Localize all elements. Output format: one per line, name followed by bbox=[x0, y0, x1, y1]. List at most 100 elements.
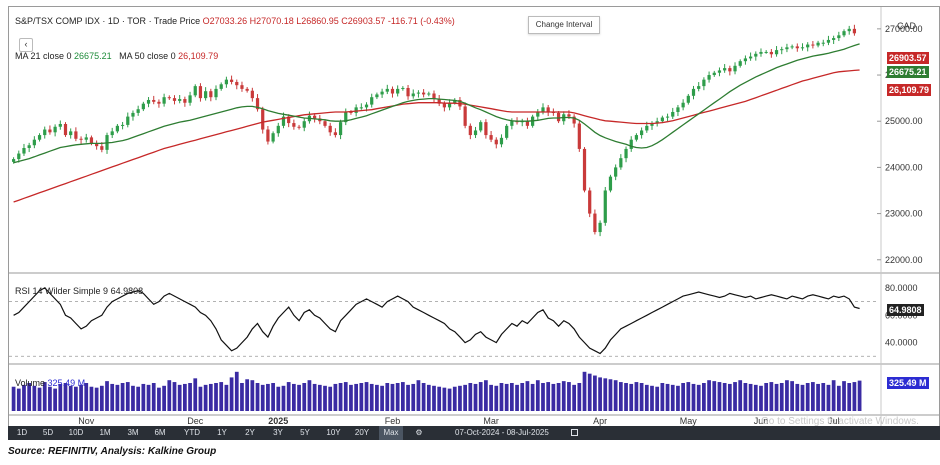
candle-body bbox=[510, 121, 514, 126]
timeframe-button-1d[interactable]: 1D bbox=[16, 428, 28, 437]
candle-body bbox=[505, 125, 509, 138]
volume-bar bbox=[639, 383, 644, 411]
volume-bar bbox=[478, 382, 483, 411]
volume-bar bbox=[458, 385, 462, 411]
candle-body bbox=[697, 86, 701, 89]
timeframe-button-10y[interactable]: 10Y bbox=[326, 428, 341, 437]
candle-body bbox=[74, 131, 78, 139]
timeframe-button-6m[interactable]: 6M bbox=[154, 428, 166, 437]
timeframe-button-max[interactable]: Max bbox=[379, 426, 403, 440]
volume-bar bbox=[670, 384, 675, 411]
timeframe-button-3y[interactable]: 3Y bbox=[273, 428, 283, 437]
candle-body bbox=[229, 79, 234, 82]
volume-bar bbox=[831, 380, 836, 411]
candle-body bbox=[271, 133, 275, 142]
candle-body bbox=[390, 88, 395, 94]
settings-gear-icon[interactable]: ⚙ bbox=[415, 428, 423, 437]
candle-body bbox=[577, 123, 581, 149]
volume-bar bbox=[624, 383, 628, 411]
volume-bar bbox=[577, 383, 582, 411]
candle-body bbox=[842, 31, 846, 36]
candle-body bbox=[250, 90, 254, 99]
candle-body bbox=[48, 129, 52, 133]
collapse-legend-button[interactable]: ‹ bbox=[19, 38, 33, 52]
volume-bar bbox=[665, 383, 670, 411]
ma21-price-tag: 26675.21 bbox=[887, 66, 929, 78]
volume-bar bbox=[598, 377, 602, 411]
calendar-icon[interactable] bbox=[571, 429, 578, 436]
candle-body bbox=[453, 99, 457, 103]
candle-body bbox=[416, 92, 421, 94]
candle-body bbox=[178, 99, 182, 101]
close-price-tag: 26903.57 bbox=[887, 52, 929, 64]
timeframe-button-1m[interactable]: 1M bbox=[99, 428, 111, 437]
candle-body bbox=[172, 98, 177, 101]
volume-bar bbox=[520, 383, 525, 411]
x-axis-label: Dec bbox=[187, 416, 204, 426]
timeframe-button-1y[interactable]: 1Y bbox=[217, 428, 227, 437]
candle-body bbox=[328, 125, 332, 133]
candle-body bbox=[639, 130, 644, 136]
volume-bar bbox=[421, 383, 426, 411]
candle-body bbox=[795, 46, 799, 49]
timeframe-button-5d[interactable]: 5D bbox=[42, 428, 54, 437]
candle-body bbox=[209, 91, 213, 98]
candle-body bbox=[660, 117, 664, 122]
volume-bar bbox=[629, 383, 634, 411]
volume-bar bbox=[499, 383, 504, 411]
candle-body bbox=[738, 61, 742, 66]
rsi-value-tag: 64.9808 bbox=[887, 304, 924, 316]
price-axis-label: 22000.00 bbox=[885, 255, 923, 265]
volume-legend-value: 325.49 M bbox=[47, 378, 86, 388]
volume-bar bbox=[312, 383, 317, 411]
volume-bar bbox=[660, 383, 665, 411]
candle-body bbox=[769, 51, 773, 55]
candle-body bbox=[821, 42, 825, 44]
timeframe-button-ytd[interactable]: YTD bbox=[184, 428, 200, 437]
candle-body bbox=[204, 91, 208, 99]
candle-body bbox=[219, 84, 223, 89]
candle-body bbox=[764, 51, 768, 53]
timeframe-button-20y[interactable]: 20Y bbox=[354, 428, 370, 437]
volume-bar bbox=[74, 386, 78, 411]
candle-body bbox=[370, 97, 374, 105]
candle-body bbox=[344, 111, 348, 123]
timeframe-button-10d[interactable]: 10D bbox=[68, 428, 84, 437]
volume-bar bbox=[707, 380, 711, 411]
timeframe-button-2y[interactable]: 2Y bbox=[245, 428, 255, 437]
candle-body bbox=[162, 97, 166, 104]
volume-bar bbox=[395, 383, 400, 411]
candle-body bbox=[375, 94, 379, 98]
currency-label[interactable]: CAD bbox=[897, 21, 917, 31]
chart-canvas[interactable]: 22000.0023000.0024000.0025000.0026000.00… bbox=[9, 7, 940, 427]
volume-bar bbox=[561, 381, 566, 411]
volume-bar bbox=[484, 380, 488, 411]
volume-bar bbox=[587, 373, 592, 411]
volume-bar bbox=[489, 384, 493, 411]
candle-body bbox=[261, 109, 265, 130]
price-axis-label: 23000.00 bbox=[885, 209, 923, 219]
candle-body bbox=[100, 146, 104, 150]
timeframe-button-3m[interactable]: 3M bbox=[127, 428, 139, 437]
price-type-label: Trade Price bbox=[153, 16, 201, 26]
volume-bar bbox=[613, 380, 618, 411]
candle-body bbox=[302, 121, 306, 128]
candle-body bbox=[774, 50, 779, 55]
candle-body bbox=[816, 42, 820, 46]
volume-bar bbox=[821, 383, 826, 411]
candle-body bbox=[572, 116, 576, 124]
timeframe-button-5y[interactable]: 5Y bbox=[300, 428, 310, 437]
candle-body bbox=[852, 28, 857, 34]
volume-bar bbox=[255, 383, 260, 411]
x-axis-label: Mar bbox=[483, 416, 499, 426]
candle-body bbox=[634, 135, 639, 140]
candle-body bbox=[224, 79, 229, 85]
candle-body bbox=[484, 122, 488, 136]
candle-body bbox=[401, 87, 405, 89]
volume-bar bbox=[302, 383, 307, 411]
volume-bar bbox=[349, 384, 353, 411]
volume-bar bbox=[16, 388, 21, 411]
volume-bar bbox=[733, 382, 737, 411]
date-range[interactable]: 07-Oct-2024 - 08-Jul-2025 bbox=[455, 428, 549, 437]
candle-body bbox=[847, 28, 851, 32]
